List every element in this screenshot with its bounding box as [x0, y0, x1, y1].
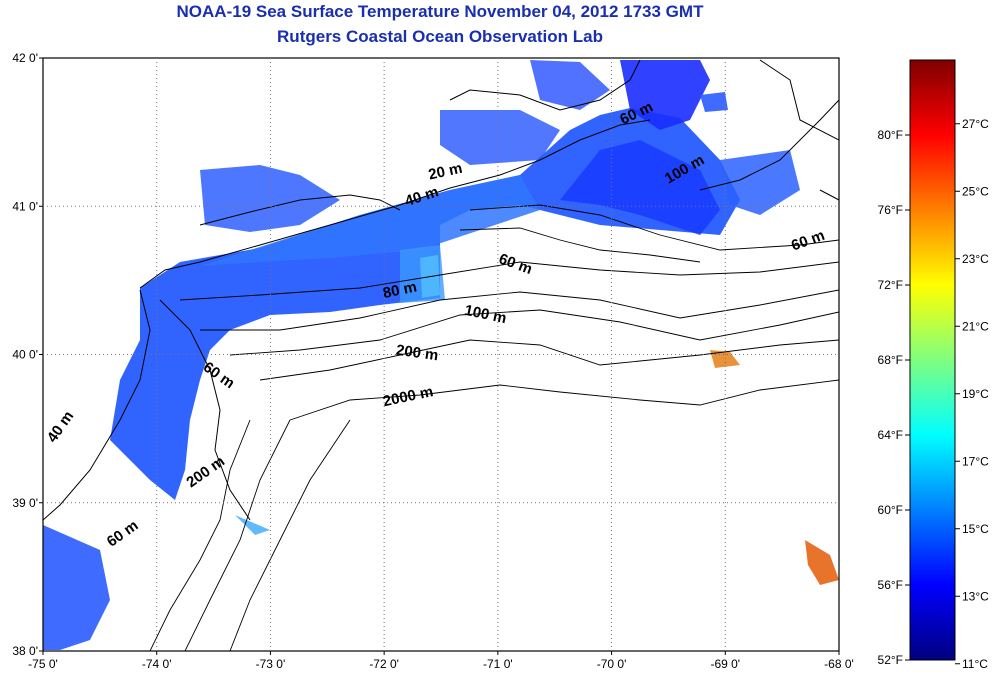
- grid-lines: [43, 58, 839, 651]
- depth-contour-label: 60 m: [104, 517, 142, 551]
- colorbar-f-label: 56°F: [878, 578, 903, 592]
- colorbar: [909, 59, 956, 661]
- colorbar-c-label: 23°C: [962, 252, 989, 266]
- colorbar-c-label: 17°C: [962, 454, 989, 468]
- depth-contour-label: 40 m: [44, 408, 78, 446]
- depth-contour-label: 80 m: [381, 278, 418, 302]
- colorbar-c-label: 19°C: [962, 387, 989, 401]
- lat-tick-label: 39 0': [12, 496, 38, 510]
- lon-tick-label: -72 0': [369, 657, 399, 671]
- lon-tick-label: -70 0': [597, 657, 627, 671]
- lon-tick-label: -73 0': [256, 657, 286, 671]
- colorbar-c-label: 13°C: [962, 589, 989, 603]
- lon-tick-label: -75 0': [28, 657, 58, 671]
- depth-contour-label: 100 m: [463, 302, 508, 327]
- lat-tick-label: 38 0': [12, 644, 38, 658]
- colorbar-f-label: 72°F: [878, 278, 903, 292]
- colorbar-f-label: 80°F: [878, 128, 903, 142]
- lon-tick-label: -71 0': [483, 657, 513, 671]
- depth-contour-label: 60 m: [789, 227, 827, 255]
- depth-contour-label: 20 m: [427, 160, 464, 184]
- depth-contour-label: 200 m: [395, 342, 439, 365]
- colorbar-f-label: 76°F: [878, 203, 903, 217]
- map-title: NOAA-19 Sea Surface Temperature November…: [176, 2, 704, 21]
- lon-tick-label: -68 0': [824, 657, 854, 671]
- lat-tick-label: 40 0': [12, 348, 38, 362]
- depth-contour-label: 60 m: [496, 250, 534, 278]
- depth-contour-label: 200 m: [183, 453, 228, 491]
- colorbar-c-label: 25°C: [962, 184, 989, 198]
- colorbar-labels: 80°F 76°F 72°F 68°F 64°F 60°F 56°F 52°F 27°C 25°C…: [878, 117, 990, 671]
- lat-tick-label: 41 0': [12, 199, 38, 213]
- colorbar-f-label: 60°F: [878, 503, 903, 517]
- lon-tick-label: -74 0': [142, 657, 172, 671]
- map-subtitle: Rutgers Coastal Ocean Observation Lab: [277, 27, 603, 46]
- colorbar-f-label: 64°F: [878, 428, 903, 442]
- colorbar-f-label: 68°F: [878, 353, 903, 367]
- lon-tick-label: -69 0': [710, 657, 740, 671]
- axis-ticks: 42 0' 41 0' 40 0' 39 0' 38 0'-75 0' -74 0' -73…: [12, 51, 853, 671]
- colorbar-c-label: 27°C: [962, 117, 989, 131]
- colorbar-f-label: 52°F: [878, 653, 903, 667]
- sst-data-field: [43, 60, 839, 650]
- colorbar-c-label: 15°C: [962, 522, 989, 536]
- colorbar-c-label: 21°C: [962, 319, 989, 333]
- depth-contour-label: 60 m: [200, 359, 238, 393]
- lat-tick-label: 42 0': [12, 51, 38, 65]
- colorbar-c-label: 11°C: [962, 657, 988, 671]
- coastline: [43, 59, 839, 521]
- depth-contour-label: 2000 m: [381, 383, 434, 410]
- bathymetry-contours: [149, 204, 839, 651]
